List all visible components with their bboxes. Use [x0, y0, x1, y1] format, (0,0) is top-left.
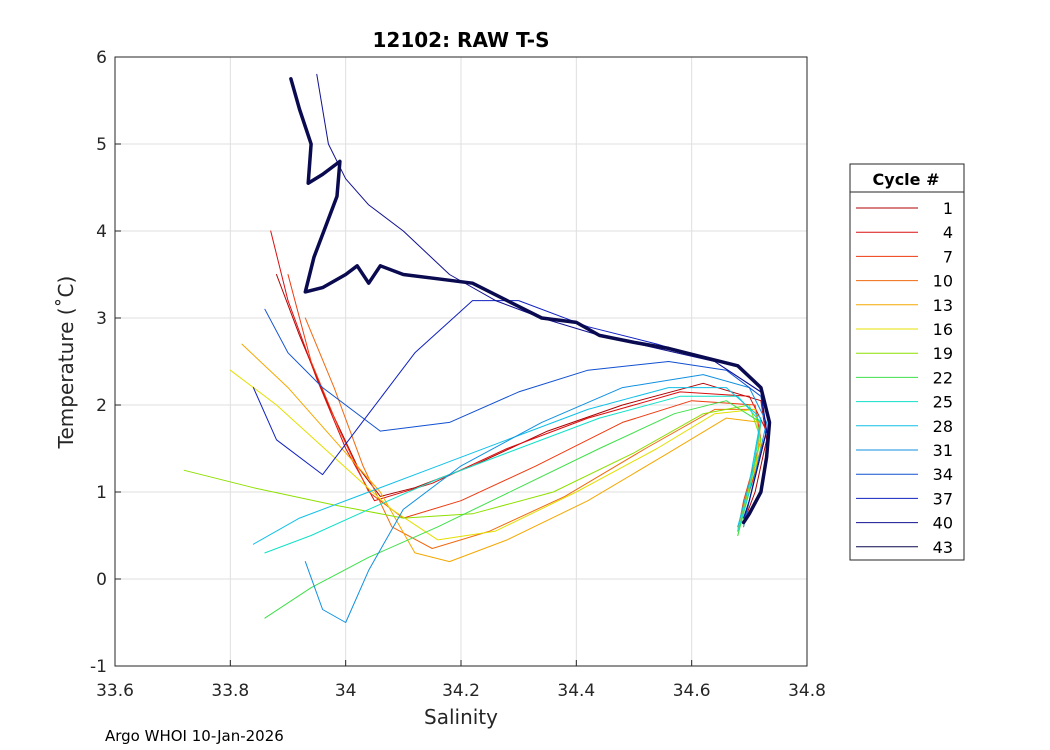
x-axis-label: Salinity	[424, 705, 498, 729]
legend-label-25: 25	[933, 393, 953, 412]
series-cycle-31	[304, 374, 768, 623]
x-tick-label: 33.8	[211, 681, 249, 701]
footer-credit: Argo WHOI 10-Jan-2026	[105, 727, 284, 745]
legend-label-22: 22	[933, 368, 953, 387]
legend-label-4: 4	[943, 223, 953, 242]
chart-title: 12102: RAW T-S	[373, 28, 550, 52]
series-cycle-19	[183, 404, 762, 536]
legend-label-31: 31	[933, 441, 953, 460]
x-tick-label: 34.2	[442, 681, 480, 701]
y-tick-label: 2	[96, 396, 107, 416]
series-cycle-28	[252, 387, 762, 545]
y-tick-label: 0	[96, 570, 107, 590]
legend: Cycle # 1 4 7 10 13 16 19 22 25 28 31 34 37 40 43	[849, 163, 965, 561]
x-tick-label: 34.6	[673, 681, 711, 701]
series-cycle-25	[264, 395, 762, 554]
legend-label-7: 7	[943, 247, 953, 266]
x-tick-label: 34.8	[788, 681, 826, 701]
x-tick-label: 34.4	[557, 681, 595, 701]
legend-label-28: 28	[933, 417, 953, 436]
series-cycle-43	[289, 77, 772, 525]
y-tick-label: -1	[90, 657, 107, 677]
series-layer	[183, 73, 772, 623]
legend-items: 1 4 7 10 13 16 19 22 25 28 31 34 37 40 43	[856, 199, 953, 557]
y-tick-label: 1	[96, 483, 107, 503]
legend-box	[849, 163, 965, 561]
y-tick-label: 6	[96, 48, 107, 68]
y-tick-label: 4	[96, 222, 107, 242]
x-tick-label: 33.6	[96, 681, 134, 701]
legend-label-1: 1	[943, 199, 953, 218]
x-tick-labels: 33.6 33.8 34 34.2 34.4 34.6 34.8	[96, 681, 826, 701]
y-tick-labels: -1 0 1 2 3 4 5 6	[90, 48, 107, 677]
legend-label-40: 40	[933, 514, 953, 533]
y-tick-label: 3	[96, 309, 107, 329]
legend-label-37: 37	[933, 489, 953, 508]
plot-frame	[114, 56, 808, 667]
legend-label-10: 10	[933, 272, 953, 291]
y-axis-label: Temperature (˚C)	[54, 276, 78, 450]
x-tick-label: 34	[335, 681, 357, 701]
legend-title: Cycle #	[873, 170, 940, 189]
y-tick-label: 5	[96, 135, 107, 155]
legend-label-19: 19	[933, 344, 953, 363]
legend-label-34: 34	[933, 465, 953, 484]
legend-label-16: 16	[933, 320, 953, 339]
legend-label-43: 43	[933, 538, 953, 557]
legend-label-13: 13	[933, 296, 953, 315]
